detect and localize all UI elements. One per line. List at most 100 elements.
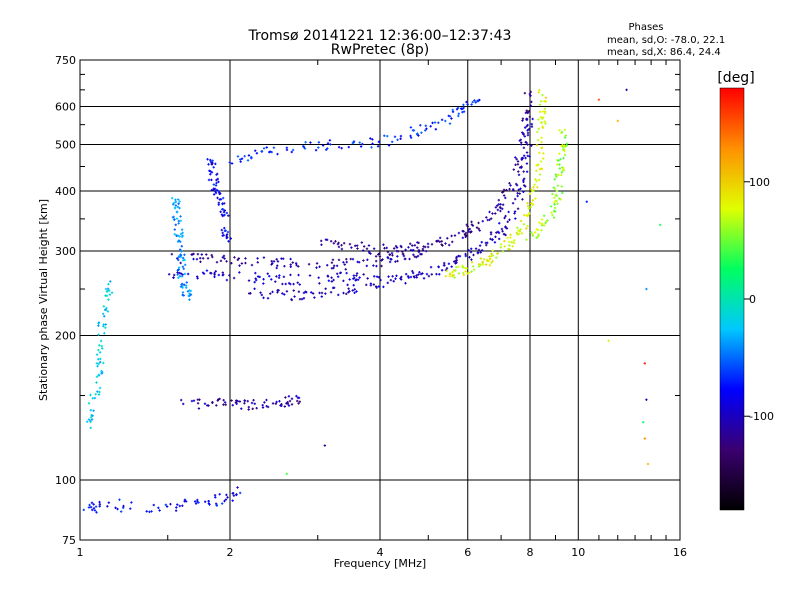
data-point (109, 293, 111, 296)
data-point (457, 106, 459, 110)
data-point (338, 245, 340, 249)
data-point (513, 239, 515, 242)
data-point (207, 158, 209, 161)
data-point (357, 278, 359, 281)
data-point (146, 510, 148, 513)
data-point (463, 106, 465, 109)
data-point (422, 249, 424, 252)
data-point (376, 286, 378, 289)
data-point (465, 270, 467, 273)
data-point (241, 262, 243, 265)
data-point (537, 118, 539, 121)
data-point (179, 504, 181, 508)
data-point (441, 244, 443, 247)
data-point (422, 247, 424, 251)
data-point (284, 396, 286, 399)
data-point (287, 402, 289, 405)
data-point (466, 223, 468, 226)
data-point (381, 259, 383, 262)
data-point (586, 200, 588, 203)
data-point (443, 261, 445, 265)
data-point (238, 271, 240, 274)
data-point (375, 259, 377, 263)
data-point (531, 122, 533, 126)
data-point (99, 357, 101, 361)
data-point (285, 282, 287, 286)
data-point (276, 400, 278, 404)
data-point (333, 242, 335, 245)
data-point (193, 252, 195, 256)
data-point (541, 125, 543, 128)
data-point (183, 283, 185, 286)
data-point (283, 264, 285, 268)
data-point (538, 221, 540, 224)
data-point (529, 192, 531, 195)
data-point (99, 360, 101, 364)
data-point (444, 242, 446, 245)
data-point (223, 210, 225, 214)
data-point (394, 135, 396, 138)
data-point (462, 229, 464, 233)
data-point (353, 276, 355, 280)
data-point (470, 250, 472, 254)
data-point (471, 261, 473, 264)
data-point (239, 158, 241, 161)
data-point (503, 239, 505, 243)
data-point (227, 496, 229, 499)
data-point (380, 278, 382, 282)
data-point (554, 210, 556, 213)
data-point (204, 402, 206, 405)
data-point (348, 287, 350, 290)
data-point (561, 185, 563, 188)
data-point (166, 505, 168, 508)
data-point (299, 283, 301, 286)
data-point (239, 400, 241, 403)
data-point (526, 162, 528, 165)
data-point (395, 277, 397, 280)
data-point (478, 221, 480, 225)
data-point (405, 272, 407, 276)
data-point (176, 217, 178, 220)
colorbar-tick-label: 0 (749, 293, 756, 306)
data-point (108, 501, 110, 504)
data-point (444, 119, 446, 123)
data-point (218, 273, 220, 277)
data-point (497, 208, 499, 212)
data-point (288, 395, 290, 398)
data-point (347, 283, 349, 287)
data-point (257, 275, 259, 278)
data-point (488, 259, 490, 263)
data-point (560, 144, 562, 148)
y-tick-label: 100 (55, 474, 76, 487)
data-point (463, 273, 465, 277)
data-point (538, 91, 540, 94)
data-point (354, 244, 356, 248)
data-point (285, 402, 287, 405)
data-point (554, 199, 556, 203)
data-point (186, 281, 188, 284)
data-point (421, 253, 423, 256)
colorbar-tick-label: -100 (749, 410, 774, 423)
data-point (396, 255, 398, 258)
data-point (318, 282, 320, 285)
data-point (365, 283, 367, 287)
data-point (165, 503, 167, 507)
data-point (182, 293, 184, 297)
data-point (309, 274, 311, 277)
data-point (536, 143, 538, 147)
data-point (532, 203, 534, 206)
data-point (489, 257, 491, 261)
data-point (88, 418, 90, 421)
data-point (513, 168, 515, 171)
data-point (457, 265, 459, 269)
data-point (248, 154, 250, 157)
data-point (293, 282, 295, 286)
data-point (382, 243, 384, 246)
data-point (523, 223, 525, 226)
data-point (416, 246, 418, 249)
data-point (193, 257, 195, 261)
data-point (408, 276, 410, 279)
data-point (520, 141, 522, 144)
data-point (562, 168, 564, 172)
data-point (411, 244, 413, 247)
